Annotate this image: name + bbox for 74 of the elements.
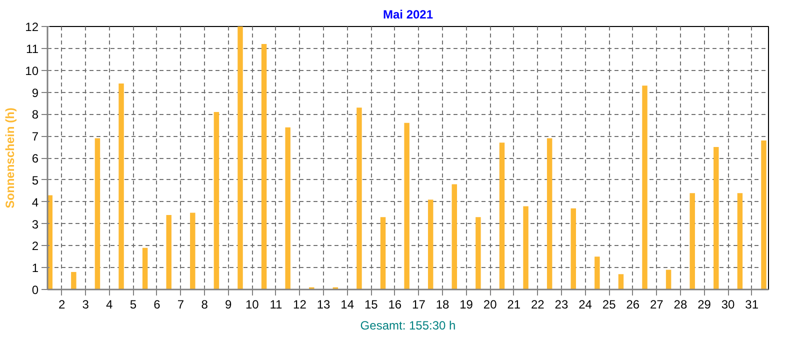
x-tick-label: 11: [270, 298, 282, 312]
x-tick-label: 5: [130, 298, 137, 312]
x-tick-label: 16: [388, 298, 402, 312]
x-tick-label: 30: [721, 298, 736, 312]
bar: [356, 108, 362, 290]
x-tick-label: 14: [340, 298, 354, 312]
bar: [142, 248, 148, 290]
bar: [94, 138, 100, 290]
x-tick-label: 24: [578, 298, 592, 312]
x-tick-label: 15: [364, 298, 378, 312]
bar: [714, 147, 719, 290]
bar: [594, 256, 600, 290]
bar: [166, 214, 172, 290]
x-tick-label: 20: [483, 298, 498, 312]
y-tick-label: 5: [32, 173, 39, 188]
bar: [190, 212, 196, 290]
bar: [499, 142, 505, 290]
bar: [523, 206, 528, 290]
y-tick-label: 12: [25, 20, 39, 34]
bar: [546, 138, 552, 290]
x-tick-label: 17: [412, 298, 426, 312]
bar: [666, 270, 672, 290]
x-tick-label: 19: [460, 298, 474, 312]
bar: [238, 26, 243, 290]
x-tick-label: 25: [602, 298, 616, 312]
x-tick-label: 23: [554, 298, 568, 312]
x-tick-label: 18: [436, 298, 450, 312]
bar: [214, 112, 220, 290]
bar: [428, 200, 434, 290]
x-tick-label: 28: [674, 298, 688, 312]
y-tick-label: 8: [32, 108, 39, 122]
bar: [285, 127, 290, 290]
x-tick-label: 3: [82, 298, 90, 312]
y-tick-label: 10: [25, 64, 39, 78]
x-tick-label: 9: [225, 298, 232, 312]
y-tick-label: 2: [32, 239, 39, 254]
bar: [380, 217, 386, 290]
bar: [452, 184, 458, 290]
bar: [690, 193, 695, 290]
chart-title: Mai 2021: [382, 8, 434, 22]
y-tick-label: 7: [32, 130, 39, 144]
x-tick-label: 27: [650, 298, 664, 312]
bar: [737, 193, 743, 290]
bar: [570, 208, 576, 290]
text: Gesamt: 155:30 h: [360, 318, 456, 332]
y-tick-label: 9: [32, 86, 39, 100]
x-tick-label: 10: [245, 298, 260, 312]
bar: [761, 140, 766, 290]
x-tick-label: 22: [531, 298, 545, 312]
y-tick-label: 6: [32, 152, 39, 166]
x-tick-label: 26: [626, 298, 640, 312]
bar: [618, 274, 624, 290]
bar: [71, 272, 76, 290]
bar: [476, 217, 481, 290]
y-tick-label: 0: [32, 283, 39, 297]
x-tick-label: 31: [745, 298, 759, 312]
x-tick-label: 29: [698, 298, 712, 312]
y-tick-label: 11: [26, 42, 39, 56]
x-tick-label: 4: [106, 298, 114, 312]
bar: [118, 83, 124, 290]
x-tick-label: 7: [177, 298, 184, 312]
x-tick-label: 8: [201, 298, 208, 312]
y-tick-label: 3: [32, 217, 39, 232]
x-tick-label: 13: [316, 298, 331, 312]
bar: [261, 44, 267, 290]
bar: [404, 122, 410, 290]
x-tick-label: 12: [293, 298, 307, 312]
y-tick-label: 1: [32, 261, 39, 276]
bar: [642, 86, 648, 290]
y-tick-label: 4: [32, 195, 39, 210]
y-axis-title: Sonnenschein (h): [3, 108, 18, 208]
x-tick-label: 21: [507, 298, 521, 312]
x-tick-label: 2: [58, 298, 66, 312]
x-tick-label: 6: [154, 298, 161, 312]
